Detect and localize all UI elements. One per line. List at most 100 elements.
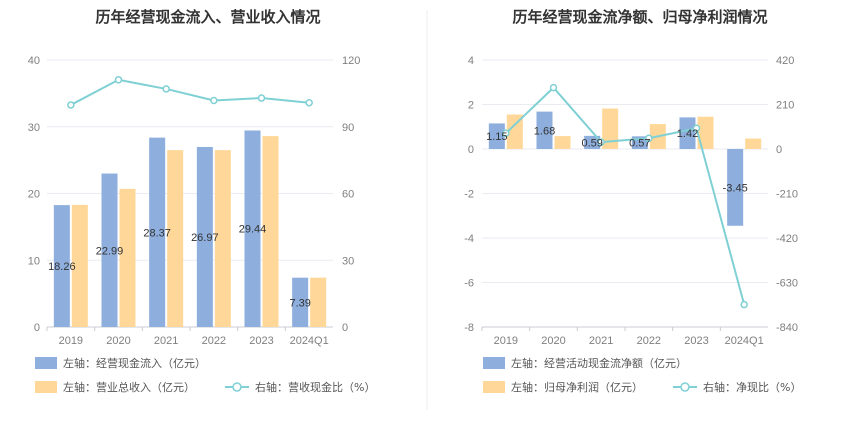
chart2-right-tick: 0 [776,144,782,156]
chart1-bar-a [196,146,213,327]
chart2-ratio-line [505,86,746,305]
chart2-data-label: 0.59 [581,137,602,149]
chart2-x-tick: 2019 [494,335,518,347]
chart2-right-tick: 420 [776,55,794,67]
chart2-legend-swatch [483,381,505,393]
chart2-left-tick: -6 [464,278,474,290]
chart2-bar-a [679,117,696,149]
chart1-ratio-point [114,76,123,84]
chart1-data-label: 7.39 [289,297,310,309]
chart1-ratio-point [257,94,266,102]
chart1-x-tick: 2020 [106,335,130,347]
chart2-bar-a [488,123,505,149]
chart1-bar-a [149,137,166,327]
chart1-x-tick: 2024Q1 [290,335,329,347]
chart1-left-tick: 20 [28,189,40,201]
chart1-bar-a [292,277,309,327]
chart2-legend-swatch [483,357,505,369]
chart2-bar-a [727,149,744,226]
chart1-x-tick: 2023 [249,335,273,347]
chart2-legend-marker [680,382,690,392]
chart2-legend-label: 右轴：净现比（%） [703,380,801,394]
chart1-right-tick: 90 [342,122,354,134]
chart1-bar-a [53,205,70,327]
chart2-left-tick: -2 [464,189,474,201]
chart1-bar-b [167,150,184,327]
chart1-legend-label: 左轴：经营现金流入（亿元） [63,356,206,370]
chart1-ratio-point [210,96,218,105]
chart1-bar-b [119,188,136,327]
chart2-left-tick: 2 [468,100,474,112]
chart1-right-tick: 0 [342,322,348,334]
chart2-left-tick: -4 [464,233,474,245]
chart1-title: 历年经营现金流入、营业收入情况 [95,8,320,26]
chart1-right-tick: 120 [342,55,360,67]
chart1-data-label: 26.97 [191,232,219,244]
chart1-left-tick: 10 [28,255,40,267]
chart1-x-tick: 2022 [202,335,226,347]
chart1-ratio-line [70,78,310,106]
chart2-left-tick: -8 [464,322,474,334]
chart2-right-tick: -420 [776,233,798,245]
chart1-bar-b [71,204,88,327]
chart2-x-tick: 2020 [541,335,565,347]
chart2-x-tick: 2024Q1 [725,335,764,347]
chart2-ratio-point [740,300,748,309]
chart1-bar-a [101,173,118,327]
chart2-legend-label: 左轴：归母净利润（亿元） [511,380,643,394]
chart1-legend-label: 右轴：营收现金比（%） [255,380,375,394]
chart2-ratio-point [549,83,558,92]
chart2-bar-b [745,138,762,149]
chart2-data-label: 0.57 [629,138,650,150]
chart2-right-tick: -630 [776,278,798,290]
chart1-right-tick: 60 [342,189,354,201]
chart2-bar-b [506,114,523,149]
chart1-ratio-point [67,101,75,109]
chart1-data-label: 28.37 [143,227,171,239]
chart2-left-tick: 4 [468,55,474,67]
chart2-bar-b [554,136,571,149]
chart2-bar-b [697,116,714,149]
chart2-right-tick: -840 [776,322,798,334]
chart1-left-tick: 30 [28,122,40,134]
chart1-bar-a [244,130,261,327]
chart2-ratio-point [597,138,605,146]
chart2-right-tick: -210 [776,189,798,201]
chart2-x-tick: 2023 [684,335,708,347]
chart2-data-label: 1.15 [486,131,507,143]
chart2-bar-a [536,111,553,149]
chart2-data-label: -3.45 [723,182,748,194]
chart2-x-tick: 2022 [637,335,661,347]
chart2-bar-b [602,108,619,149]
chart1-x-tick: 2021 [154,335,178,347]
chart2-ratio-point [502,129,510,138]
chart1-data-label: 29.44 [239,224,267,236]
chart2-data-label: 1.42 [677,128,698,140]
chart1-ratio-point [162,85,170,93]
chart1-left-tick: 0 [34,322,40,334]
chart2-right-tick: 210 [776,100,794,112]
chart2-bar-a [584,135,601,149]
chart2-left-tick: 0 [468,144,474,156]
chart1-bar-b [214,150,231,327]
chart1-legend-swatch [35,357,57,369]
chart1-bar-b [310,277,327,327]
chart2-data-label: 1.68 [534,125,555,137]
chart2-x-tick: 2021 [589,335,613,347]
chart1-left-tick: 40 [28,55,40,67]
chart2-legend-label: 左轴：经营活动现金流净额（亿元） [511,356,687,370]
chart1-legend-swatch [35,381,57,393]
chart1-legend-marker [232,382,242,392]
chart1-legend-label: 左轴：营业总收入（亿元） [63,380,195,394]
chart2-title: 历年经营现金流净额、归母净利润情况 [512,8,767,26]
chart1-ratio-point [305,98,313,107]
chart2-ratio-point [645,134,653,142]
chart1-bar-b [262,136,279,327]
chart2-ratio-point [692,124,701,133]
chart1-x-tick: 2019 [59,335,83,347]
chart1-right-tick: 30 [342,255,354,267]
chart1-data-label: 18.26 [48,261,76,273]
chart1-data-label: 22.99 [96,245,124,257]
